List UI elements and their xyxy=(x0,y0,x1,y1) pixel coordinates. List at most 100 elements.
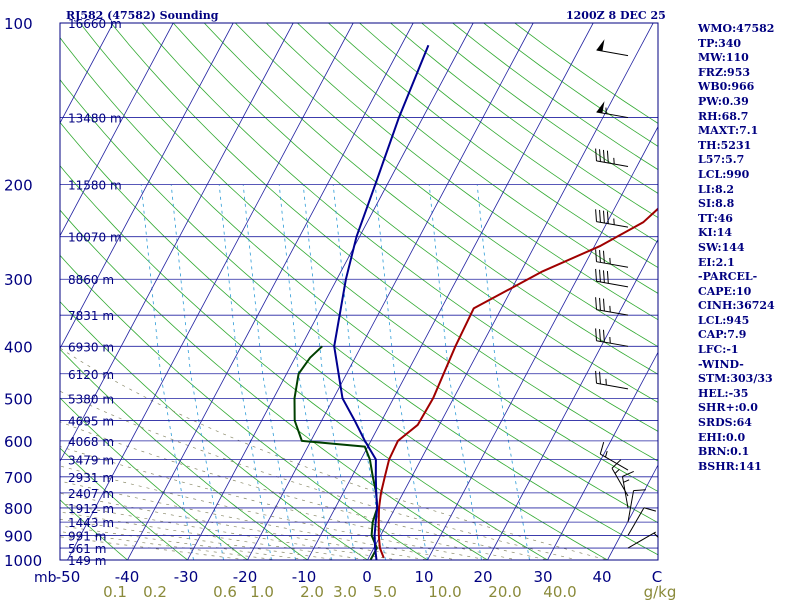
barb-half-tick xyxy=(623,479,630,483)
height-label: 10070 m xyxy=(68,231,122,245)
stat-item: EHI:0.0 xyxy=(698,430,746,444)
dry-adiabat xyxy=(60,254,429,560)
barb-staff xyxy=(596,340,629,347)
wind-barb xyxy=(627,531,659,549)
mixing-ratio-line xyxy=(428,184,482,560)
dry-adiabat xyxy=(60,499,129,560)
stat-item: SHR+:0.0 xyxy=(698,401,758,415)
mixing-ratio-tick-label: 0.6 xyxy=(213,583,237,600)
mixing-ratio-tick-label: g/kg xyxy=(644,583,677,600)
pressure-tick-label: 300 xyxy=(4,271,33,289)
barb-half-tick xyxy=(614,468,620,474)
barb-staff xyxy=(600,453,629,471)
height-label: 2407 m xyxy=(68,487,114,501)
series-line-2 xyxy=(333,44,430,560)
stat-item: LI:8.2 xyxy=(698,182,735,196)
temperature-tick-label: 0 xyxy=(362,568,372,586)
dry-adiabat xyxy=(60,301,369,560)
isotherm xyxy=(60,23,294,463)
stat-item: CINH:36724 xyxy=(698,299,775,313)
barb-flag xyxy=(596,39,605,52)
mixing-ratio-tick-label: 3.0 xyxy=(333,583,357,600)
barb-staff xyxy=(596,221,629,228)
stat-item: KI:14 xyxy=(698,226,733,240)
stat-item: CAPE:10 xyxy=(698,284,752,298)
mixing-ratio-tick-label: 20.0 xyxy=(488,583,521,600)
barb-staff xyxy=(596,160,629,167)
pressure-tick-label: 400 xyxy=(4,338,33,356)
temperature-tick-label: 40 xyxy=(592,568,611,586)
barb-tick xyxy=(599,269,601,283)
barb-tick xyxy=(622,470,634,477)
pressure-tick-label: 600 xyxy=(4,433,33,451)
pressure-tick-label: 700 xyxy=(4,469,33,487)
isotherm xyxy=(67,23,354,560)
wind-barb xyxy=(595,209,629,228)
wind-barb xyxy=(599,442,629,471)
barb-tick xyxy=(595,268,597,282)
series-line-0 xyxy=(377,207,658,559)
moist-adiabat xyxy=(60,518,341,560)
stat-item: MAXT:7.1 xyxy=(698,124,759,138)
stat-item: -PARCEL- xyxy=(698,270,758,284)
barb-staff xyxy=(596,280,629,288)
stat-item: RH:68.7 xyxy=(698,109,749,123)
height-label: 13480 m xyxy=(68,112,122,126)
series-line-1 xyxy=(293,345,379,560)
moist-adiabat xyxy=(60,531,281,560)
isotherm xyxy=(547,351,658,560)
barb-tick xyxy=(599,250,601,263)
barb-tick xyxy=(595,249,597,262)
dry-adiabat xyxy=(110,23,658,462)
barb-staff xyxy=(596,49,629,57)
barb-staff xyxy=(596,382,629,390)
isotherm xyxy=(427,125,658,560)
moist-adiabat xyxy=(60,536,251,560)
pressure-tick-label: 200 xyxy=(4,177,33,195)
height-label: 4068 m xyxy=(68,435,114,449)
stat-item: LFC:-1 xyxy=(698,343,739,357)
mixing-ratio-tick-label: 10.0 xyxy=(428,583,461,600)
barb-tick xyxy=(606,271,609,284)
temperature-tick-label: -50 xyxy=(56,568,81,586)
barb-tick xyxy=(643,507,657,512)
height-label: 7831 m xyxy=(68,309,114,323)
wind-barb xyxy=(596,39,629,57)
temperature-tick-label: 20 xyxy=(473,568,492,586)
temperature-tick-label: 30 xyxy=(533,568,552,586)
y-axis-label: mb xyxy=(34,570,57,586)
barb-tick xyxy=(595,209,597,222)
mixing-ratio-tick-label: 0.2 xyxy=(143,583,167,600)
wind-barb xyxy=(595,268,629,288)
stat-item: WMO:47582 xyxy=(698,22,775,35)
barb-tick xyxy=(595,370,597,384)
temperature-tick-label: -30 xyxy=(174,568,199,586)
station-title: RJ582 (47582) Sounding xyxy=(66,9,219,22)
barb-staff xyxy=(627,490,635,523)
stat-item: TP:340 xyxy=(698,36,742,50)
wind-barb xyxy=(595,370,629,390)
moist-adiabat xyxy=(60,503,400,560)
mixing-ratio-line xyxy=(170,184,224,560)
height-label: 6930 m xyxy=(68,340,114,354)
mixing-ratio-tick-label: 5.0 xyxy=(373,583,397,600)
dry-adiabat xyxy=(60,397,249,560)
isotherm xyxy=(187,23,474,560)
height-label: 3479 m xyxy=(68,454,114,468)
barb-tick xyxy=(602,298,605,312)
stat-item: SRDS:64 xyxy=(698,416,752,430)
barb-tick xyxy=(602,329,605,343)
plot-frame xyxy=(59,22,659,561)
temperature-tick-label: -20 xyxy=(233,568,258,586)
barb-half-tick xyxy=(653,532,659,538)
barb-tick xyxy=(595,328,597,341)
stat-item: SW:144 xyxy=(698,240,745,254)
barb-tick xyxy=(599,149,601,162)
wind-barb xyxy=(596,101,629,119)
stat-item: LCL:990 xyxy=(698,167,750,181)
barb-tick xyxy=(602,270,605,283)
barb-tick xyxy=(599,371,601,384)
height-label: 6120 m xyxy=(68,368,114,382)
height-label: 149 m xyxy=(68,554,106,568)
